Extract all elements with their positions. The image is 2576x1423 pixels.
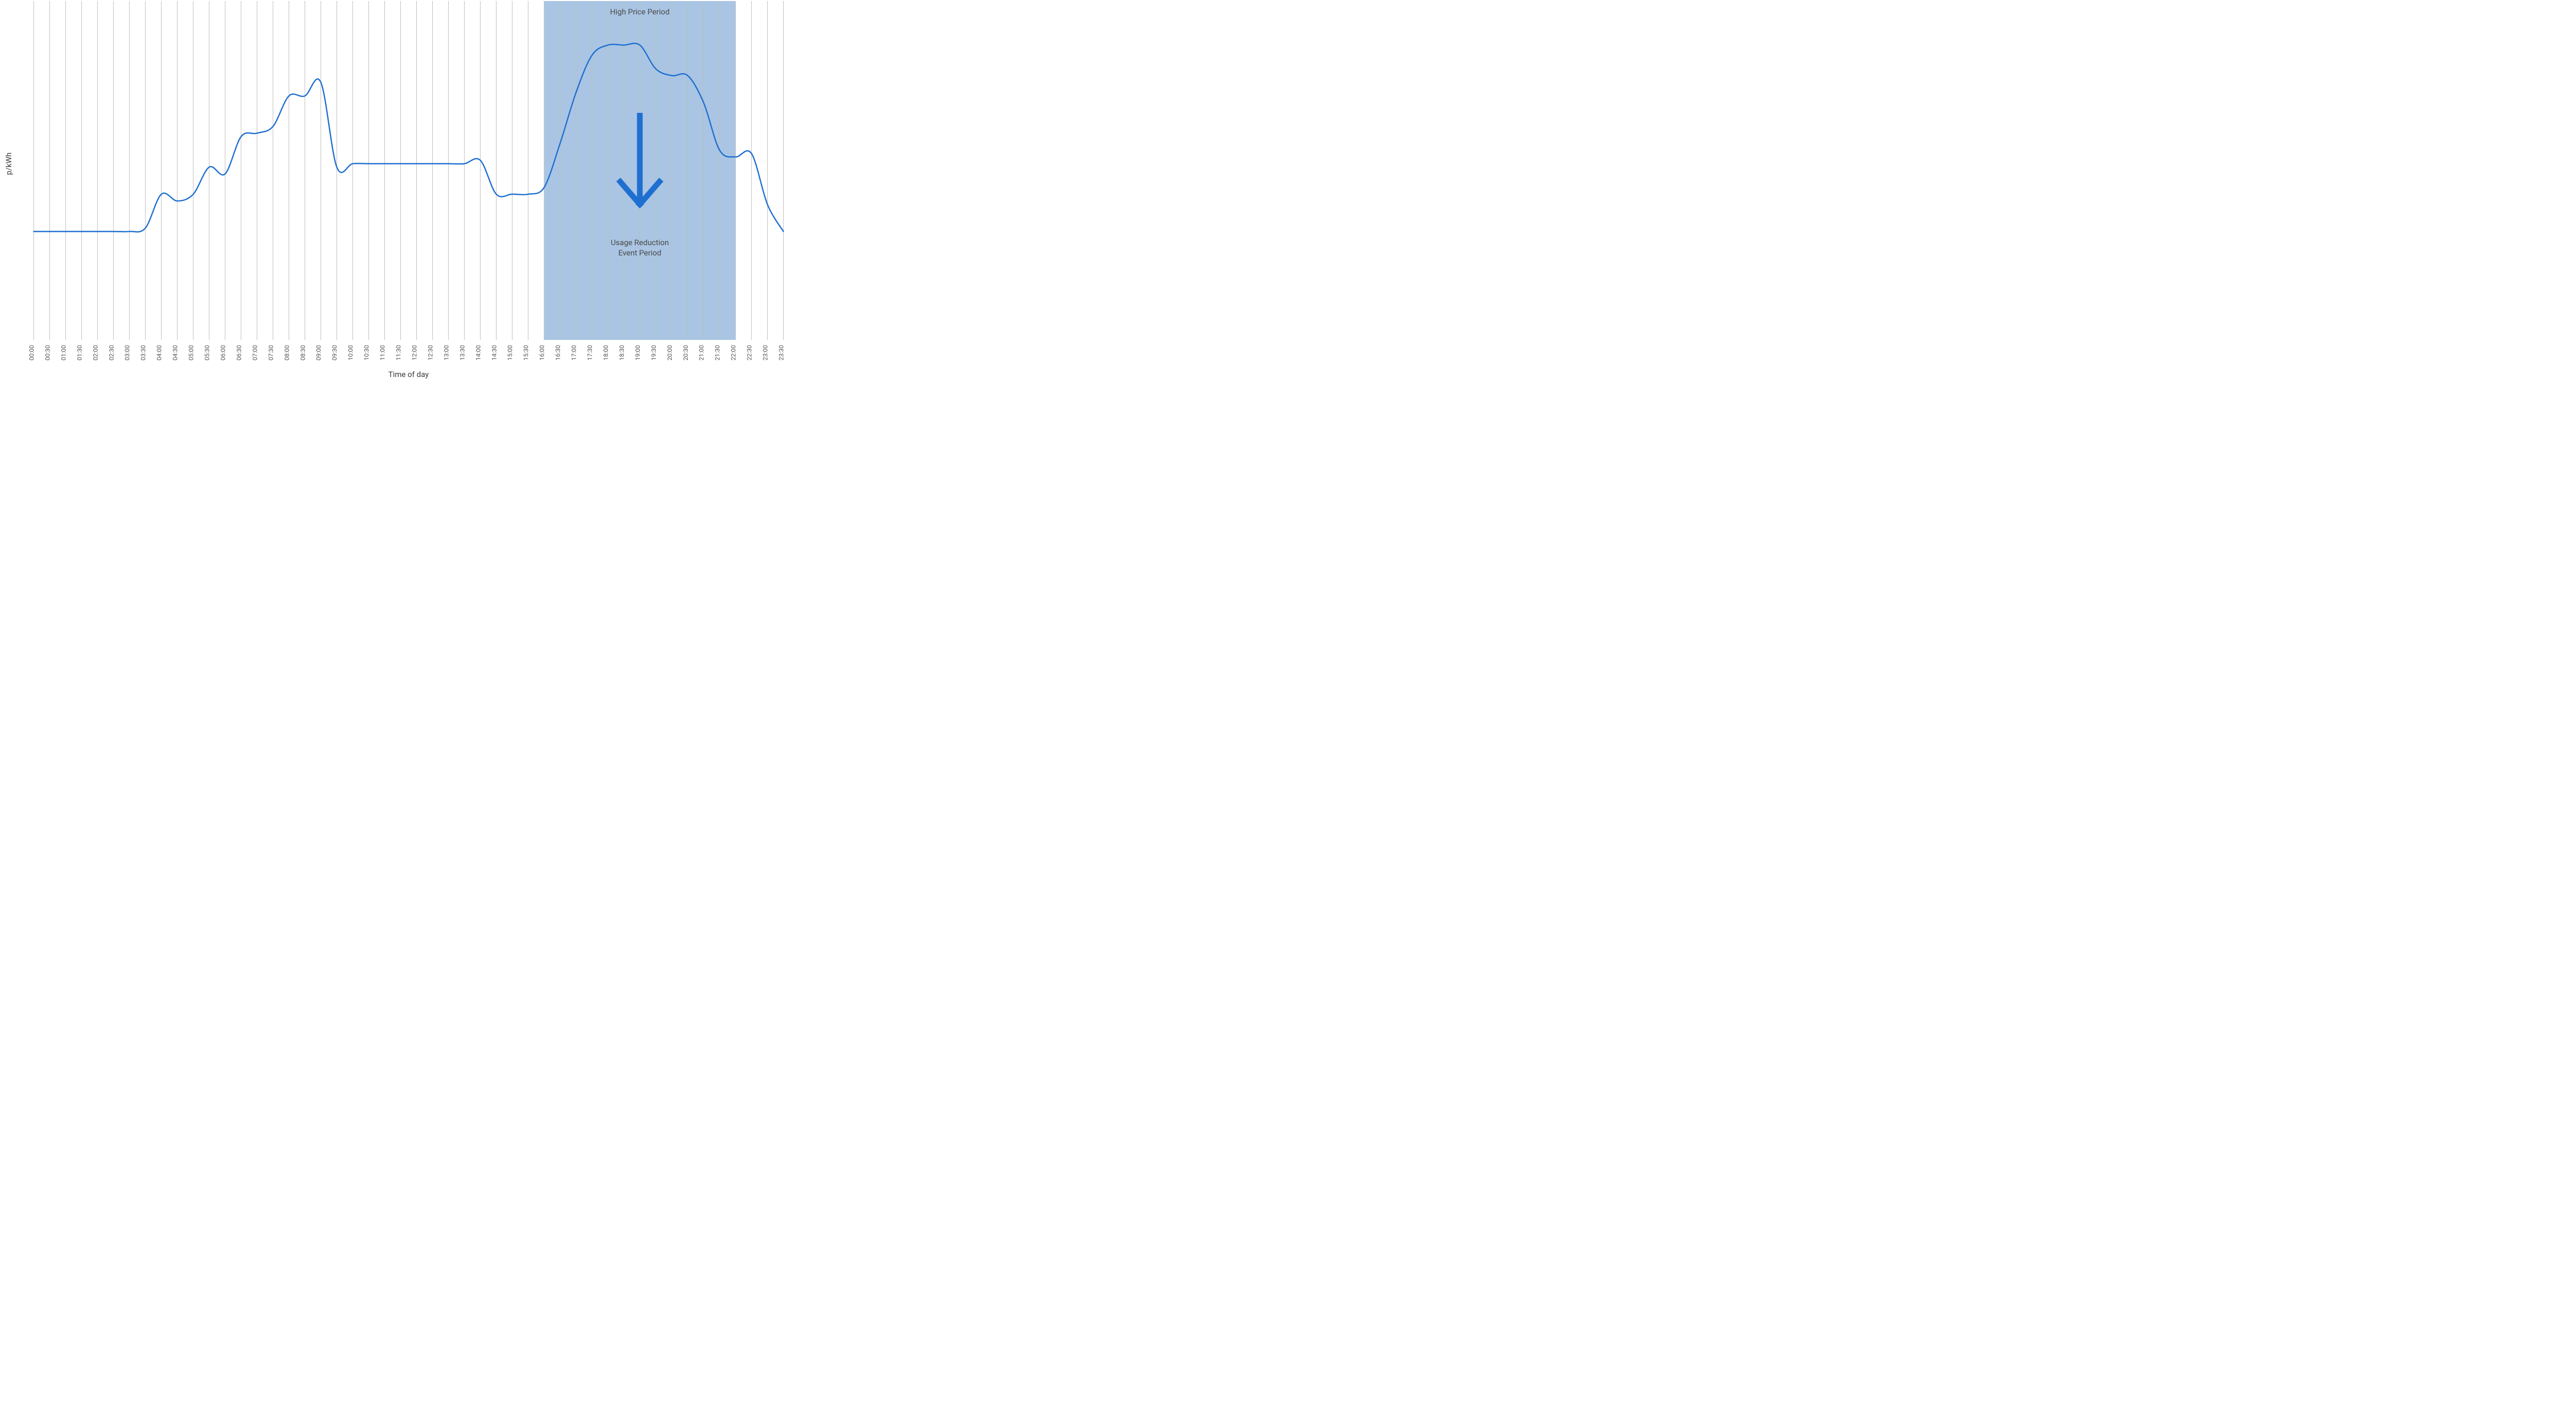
x-tick-label: 21:00 xyxy=(698,345,705,361)
x-tick-label: 11:30 xyxy=(395,345,402,361)
x-tick-label: 10:30 xyxy=(363,345,370,361)
x-tick-label: 19:00 xyxy=(634,345,641,361)
x-tick-label: 16:30 xyxy=(554,345,562,361)
x-tick-label: 06:00 xyxy=(219,345,227,361)
x-tick-label: 11:00 xyxy=(379,345,386,361)
x-tick-label: 19:30 xyxy=(650,345,657,361)
x-tick-label: 09:00 xyxy=(315,345,323,361)
x-tick-label: 22:00 xyxy=(730,345,737,361)
usage-reduction-label: Usage Reduction xyxy=(611,238,669,247)
x-tick-label: 17:30 xyxy=(586,345,594,361)
x-tick-label: 23:30 xyxy=(778,345,785,361)
x-tick-label: 13:00 xyxy=(443,345,450,361)
x-tick-label: 03:30 xyxy=(140,345,147,361)
x-tick-label: 13:30 xyxy=(459,345,466,361)
x-tick-label: 23:00 xyxy=(762,345,769,361)
high-price-label: High Price Period xyxy=(610,7,670,16)
x-tick-label: 21:30 xyxy=(714,345,721,361)
usage-reduction-sublabel: Event Period xyxy=(618,248,661,258)
x-tick-label: 05:00 xyxy=(188,345,195,361)
x-tick-label: 18:30 xyxy=(618,345,625,361)
x-tick-label: 01:30 xyxy=(76,345,83,361)
x-tick-label: 14:00 xyxy=(474,345,482,361)
x-tick-label: 00:30 xyxy=(44,345,51,361)
x-tick-label: 08:00 xyxy=(283,345,291,361)
chart-svg: 00:00 00:30 01:00 01:30 02:00 02:30 03:00 03:30… xyxy=(0,0,791,383)
x-tick-label: 15:30 xyxy=(522,345,530,361)
x-tick-label: 14:30 xyxy=(490,345,498,361)
x-tick-label: 04:00 xyxy=(156,345,163,361)
x-tick-label: 16:00 xyxy=(538,345,546,361)
x-tick-label: 09:30 xyxy=(331,345,338,361)
x-tick-label: 20:00 xyxy=(666,345,673,361)
x-tick-label: 20:30 xyxy=(682,345,689,361)
x-tick-label: 02:30 xyxy=(108,345,115,361)
x-tick-label: 05:30 xyxy=(204,345,211,361)
x-tick-label: 06:30 xyxy=(235,345,243,361)
x-tick-label: 02:00 xyxy=(92,345,99,361)
x-tick-label: 08:30 xyxy=(299,345,307,361)
x-tick-label: 17:00 xyxy=(570,345,578,361)
x-tick-label: 04:30 xyxy=(172,345,179,361)
price-curve-chart: 00:00 00:30 01:00 01:30 02:00 02:30 03:00 03:30… xyxy=(0,0,791,383)
x-tick-label: 22:30 xyxy=(746,345,753,361)
x-tick-label: 12:30 xyxy=(427,345,434,361)
x-tick-label: 00:00 xyxy=(28,345,35,361)
x-tick-label: 10:00 xyxy=(347,345,354,361)
x-tick-label: 03:00 xyxy=(124,345,131,361)
y-axis-label: p/kWh xyxy=(4,152,13,175)
x-tick-label: 07:00 xyxy=(251,345,259,361)
x-tick-label: 07:30 xyxy=(267,345,275,361)
x-tick-label: 12:00 xyxy=(411,345,418,361)
x-tick-label: 15:00 xyxy=(506,345,514,361)
x-tick-label: 01:00 xyxy=(60,345,67,361)
x-axis-label: Time of day xyxy=(388,370,429,379)
x-tick-label: 18:00 xyxy=(602,345,609,361)
